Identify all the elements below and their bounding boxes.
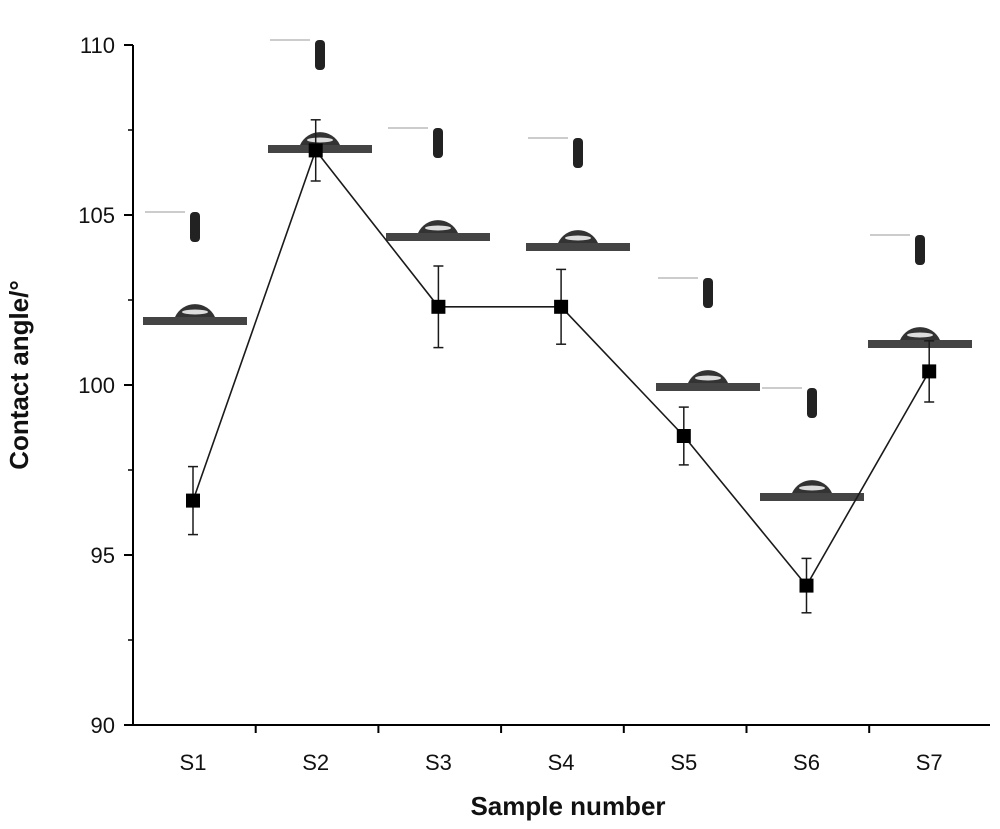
x-tick-label: S7 bbox=[916, 750, 943, 775]
y-tick-label: 100 bbox=[78, 373, 115, 398]
data-point bbox=[676, 429, 691, 443]
needle-image bbox=[915, 235, 925, 265]
droplet-inset bbox=[526, 137, 630, 251]
y-tick-label: 110 bbox=[80, 33, 115, 58]
droplet-inset bbox=[268, 39, 372, 153]
droplet-highlight bbox=[799, 485, 825, 491]
y-axis-title: Contact angle/° bbox=[4, 280, 34, 470]
substrate-image bbox=[526, 243, 630, 251]
droplet-inset bbox=[386, 127, 490, 241]
x-tick-label: S1 bbox=[180, 750, 207, 775]
y-tick-label: 95 bbox=[91, 543, 115, 568]
droplet-highlight bbox=[695, 375, 721, 381]
series-line bbox=[192, 148, 930, 588]
data-point bbox=[922, 364, 937, 379]
x-axis-title: Sample number bbox=[470, 791, 665, 821]
needle-image bbox=[433, 128, 443, 158]
droplet-inset bbox=[656, 277, 760, 391]
data-series bbox=[186, 119, 937, 614]
data-point bbox=[554, 299, 569, 314]
x-tick-label: S3 bbox=[425, 750, 452, 775]
data-point bbox=[799, 578, 814, 593]
droplet-highlight bbox=[425, 225, 451, 231]
droplet-highlight bbox=[565, 235, 591, 241]
droplet-highlight bbox=[182, 309, 208, 315]
x-tick-label: S6 bbox=[793, 750, 820, 775]
x-tick-label: S4 bbox=[548, 750, 575, 775]
needle-image bbox=[315, 40, 325, 70]
droplet-inset bbox=[868, 234, 972, 348]
x-tick-label: S2 bbox=[302, 750, 329, 775]
droplet-inset bbox=[143, 211, 247, 325]
y-tick-label: 90 bbox=[91, 713, 115, 738]
droplet-highlight bbox=[307, 137, 333, 143]
x-tick-label: S5 bbox=[670, 750, 697, 775]
axes: 90 95 100 105 110 S1 S2 S3 S4 S5 S6 S7 bbox=[78, 33, 990, 775]
droplet-inset bbox=[760, 387, 864, 501]
needle-image bbox=[190, 212, 200, 242]
y-tick-label: 105 bbox=[78, 203, 115, 228]
data-point bbox=[431, 299, 446, 314]
droplet-insets bbox=[143, 39, 972, 501]
needle-image bbox=[573, 138, 583, 168]
substrate-image bbox=[143, 317, 247, 325]
data-point bbox=[308, 143, 323, 158]
substrate-image bbox=[386, 233, 490, 241]
needle-image bbox=[807, 388, 817, 418]
substrate-image bbox=[760, 493, 864, 501]
substrate-image bbox=[868, 340, 972, 348]
needle-image bbox=[703, 278, 713, 308]
droplet-highlight bbox=[907, 332, 933, 338]
data-point bbox=[186, 493, 200, 508]
substrate-image bbox=[656, 383, 760, 391]
